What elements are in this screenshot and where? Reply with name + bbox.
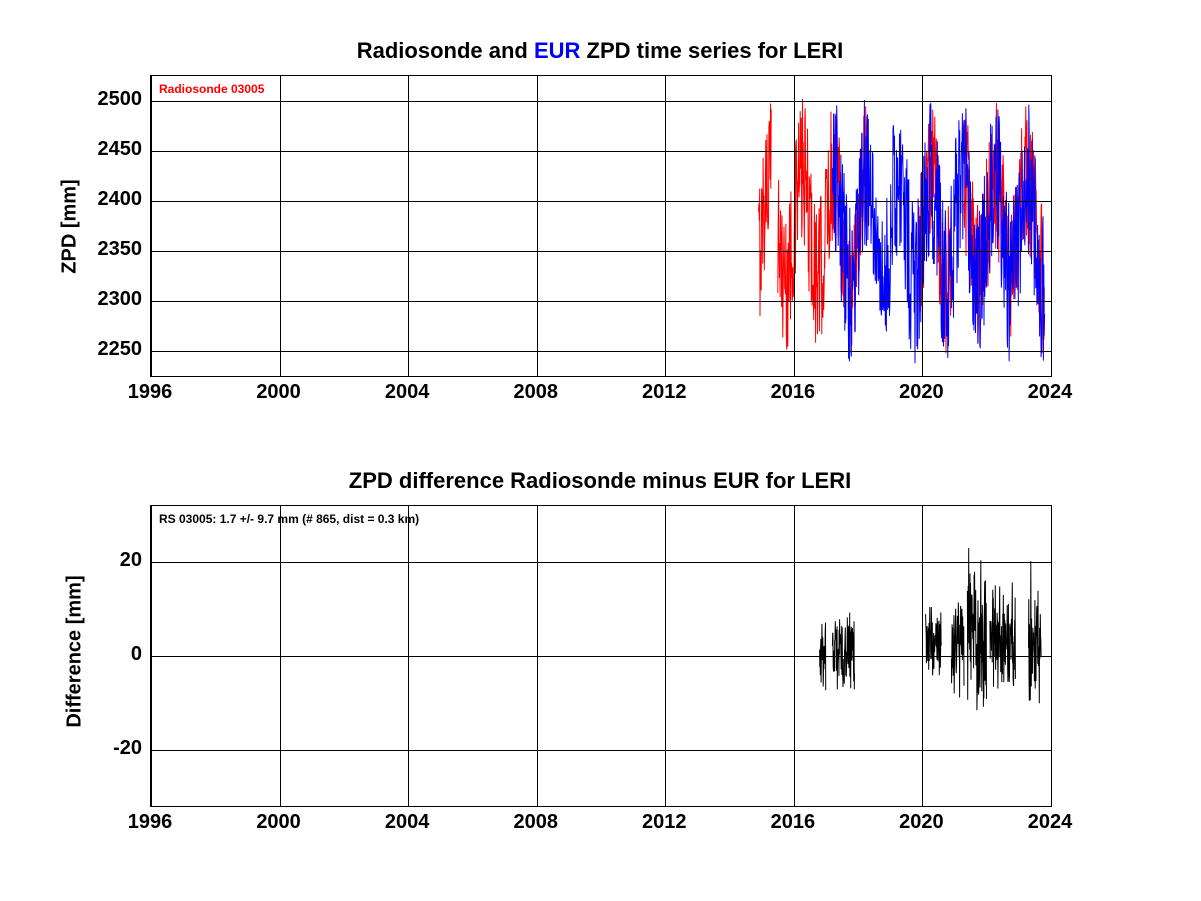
top-plot-area: Radiosonde 03005 (150, 75, 1052, 377)
grid-v (408, 76, 409, 376)
top-legend: Radiosonde 03005 (159, 82, 264, 96)
x-tick-label: 2016 (768, 811, 818, 834)
title-suffix: ZPD time series for LERI (580, 38, 843, 63)
top-chart-svg (151, 76, 1051, 376)
x-tick-label: 2008 (511, 381, 561, 404)
x-tick-label: 2004 (382, 811, 432, 834)
grid-h (151, 201, 1051, 202)
x-tick-label: 2020 (896, 811, 946, 834)
grid-h (151, 151, 1051, 152)
grid-v (794, 76, 795, 376)
title-blue: EUR (534, 38, 580, 63)
x-tick-label: 2016 (768, 381, 818, 404)
diff-series-line (1029, 561, 1042, 703)
diff-series-line (951, 602, 964, 697)
grid-v (922, 76, 923, 376)
top-chart-title: Radiosonde and EUR ZPD time series for L… (150, 38, 1050, 64)
top-chart-ylabel: ZPD [mm] (59, 152, 82, 302)
x-tick-label: 2008 (511, 811, 561, 834)
grid-v (665, 76, 666, 376)
grid-h (151, 251, 1051, 252)
bottom-legend: RS 03005: 1.7 +/- 9.7 mm (# 865, dist = … (159, 512, 419, 526)
grid-h (151, 101, 1051, 102)
bottom-chart-title: ZPD difference Radiosonde minus EUR for … (150, 468, 1050, 494)
x-tick-label: 2024 (1025, 381, 1075, 404)
grid-v (151, 76, 152, 376)
diff-series-line (990, 583, 1016, 689)
x-tick-label: 1996 (125, 811, 175, 834)
grid-h (151, 750, 1051, 751)
y-tick-label: 2450 (80, 138, 142, 161)
y-tick-label: -20 (80, 737, 142, 760)
y-tick-label: 0 (80, 643, 142, 666)
grid-v (280, 76, 281, 376)
grid-h (151, 301, 1051, 302)
diff-series-line (967, 548, 986, 710)
x-tick-label: 2000 (254, 811, 304, 834)
grid-h (151, 351, 1051, 352)
y-tick-label: 20 (80, 549, 142, 572)
grid-v (1051, 506, 1052, 806)
x-tick-label: 2020 (896, 381, 946, 404)
x-tick-label: 1996 (125, 381, 175, 404)
x-tick-label: 2000 (254, 381, 304, 404)
bottom-plot-area: RS 03005: 1.7 +/- 9.7 mm (# 865, dist = … (150, 505, 1052, 807)
grid-v (537, 76, 538, 376)
diff-series-line (832, 613, 854, 690)
series-line (832, 100, 1044, 363)
y-tick-label: 2350 (80, 238, 142, 261)
x-tick-label: 2004 (382, 381, 432, 404)
y-tick-label: 2500 (80, 88, 142, 111)
title-prefix: Radiosonde and (357, 38, 534, 63)
x-tick-label: 2012 (639, 811, 689, 834)
grid-h (151, 656, 1051, 657)
grid-h (151, 562, 1051, 563)
y-tick-label: 2300 (80, 288, 142, 311)
diff-series-line (926, 607, 942, 675)
grid-v (1051, 76, 1052, 376)
y-tick-label: 2400 (80, 188, 142, 211)
x-tick-label: 2012 (639, 381, 689, 404)
y-tick-label: 2250 (80, 338, 142, 361)
x-tick-label: 2024 (1025, 811, 1075, 834)
